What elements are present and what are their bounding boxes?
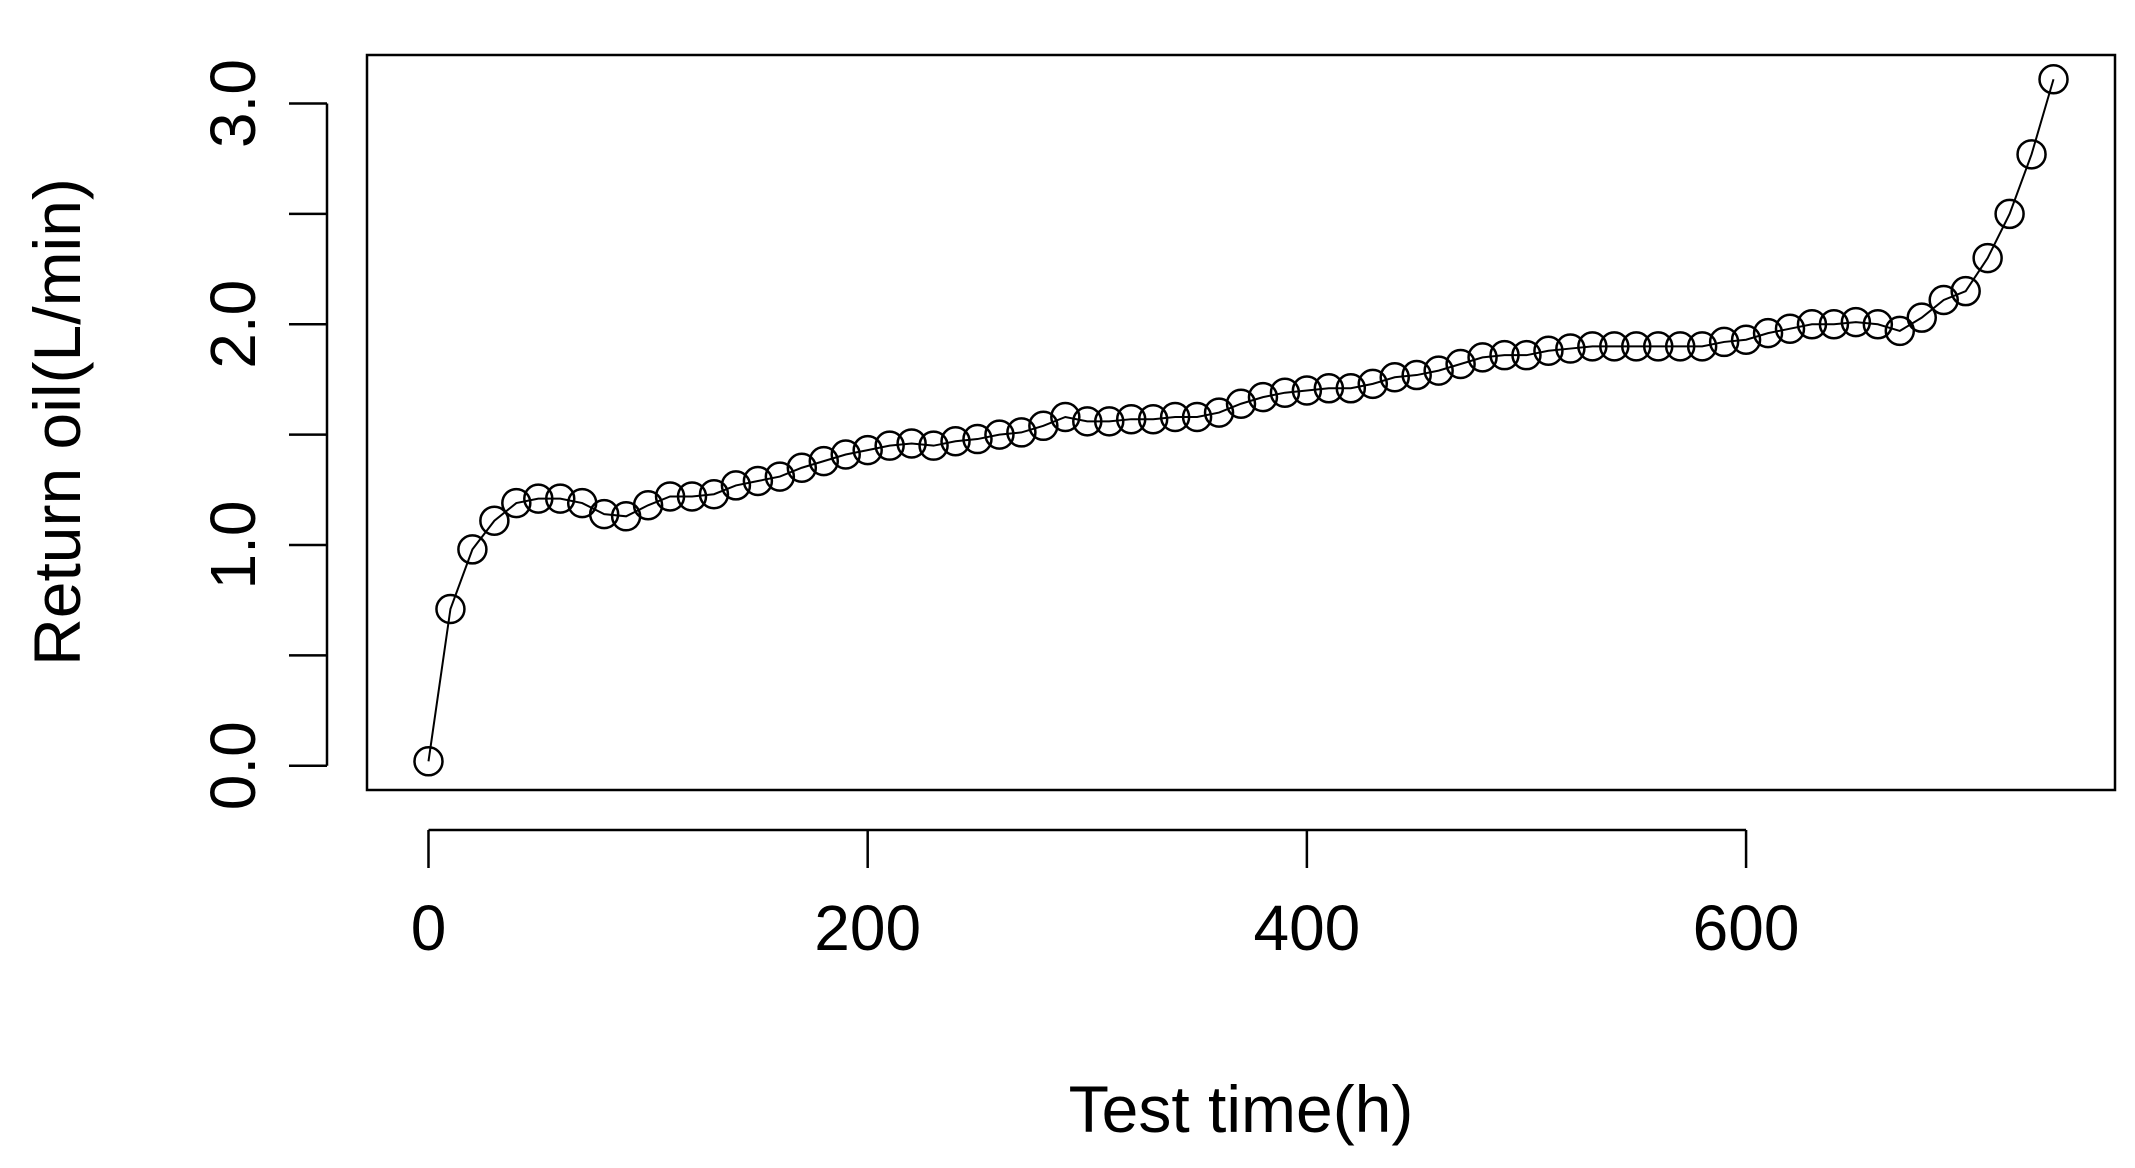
data-point bbox=[1840, 306, 1872, 338]
data-point bbox=[874, 430, 905, 461]
data-point bbox=[1686, 331, 1718, 362]
data-point bbox=[1994, 198, 2025, 230]
data-point bbox=[852, 434, 883, 466]
data-point bbox=[1137, 403, 1169, 435]
data-point bbox=[1072, 406, 1103, 437]
data-point bbox=[479, 505, 510, 536]
data-point bbox=[1028, 410, 1059, 442]
plot-frame bbox=[365, 53, 2117, 792]
data-point bbox=[808, 445, 840, 477]
data-point bbox=[1642, 331, 1674, 362]
x-tick-label: 400 bbox=[1253, 892, 1360, 964]
x-axis: 0 200 400 600 bbox=[411, 828, 1800, 964]
data-point bbox=[523, 483, 554, 514]
data-point bbox=[984, 419, 1015, 450]
data-point bbox=[2016, 139, 2047, 170]
data-point bbox=[1708, 326, 1740, 358]
x-tick-label: 200 bbox=[814, 892, 921, 964]
data-point bbox=[1159, 401, 1191, 433]
data-point bbox=[1203, 397, 1235, 428]
data-point bbox=[720, 470, 752, 501]
data-point bbox=[1664, 331, 1696, 362]
data-point bbox=[2038, 64, 2069, 95]
data-point bbox=[588, 498, 620, 530]
data-point bbox=[1577, 331, 1608, 362]
data-point bbox=[1884, 315, 1916, 347]
data-point bbox=[940, 426, 971, 457]
data-point bbox=[1906, 302, 1938, 333]
data-point bbox=[830, 439, 861, 470]
data-point bbox=[786, 452, 818, 483]
data-point bbox=[1291, 375, 1323, 406]
data-point bbox=[1379, 362, 1410, 393]
data-point bbox=[1467, 342, 1498, 373]
x-axis-title: Test time(h) bbox=[1069, 1072, 1414, 1146]
data-point bbox=[1489, 339, 1520, 371]
data-point bbox=[435, 593, 466, 625]
data-point bbox=[1533, 335, 1564, 367]
data-point bbox=[1006, 417, 1037, 448]
data-point bbox=[742, 465, 774, 497]
data-point bbox=[1247, 381, 1279, 413]
data-point bbox=[1511, 339, 1542, 371]
data-point bbox=[698, 478, 730, 510]
data-point bbox=[544, 483, 576, 514]
y-axis-title: Return oil(L/min) bbox=[20, 178, 94, 666]
data-point bbox=[962, 423, 993, 455]
series-points bbox=[413, 64, 2069, 777]
y-tick-label: 0.0 bbox=[197, 721, 269, 810]
data-point bbox=[1225, 388, 1257, 419]
data-point bbox=[1335, 373, 1367, 404]
data-point bbox=[1752, 317, 1784, 349]
series-line bbox=[427, 78, 2055, 762]
data-point bbox=[501, 487, 532, 519]
data-point bbox=[896, 428, 927, 459]
data-point bbox=[457, 534, 488, 565]
data-point bbox=[654, 481, 686, 512]
data-point bbox=[1862, 309, 1894, 340]
data-point bbox=[1423, 355, 1454, 386]
y-tick-label: 2.0 bbox=[197, 280, 269, 369]
y-tick-label: 3.0 bbox=[197, 59, 269, 148]
data-point bbox=[1972, 242, 2003, 274]
data-point bbox=[764, 461, 796, 492]
y-tick-label: 1.0 bbox=[197, 501, 269, 590]
data-point bbox=[1445, 348, 1476, 380]
data-point bbox=[1401, 359, 1432, 391]
data-point bbox=[1621, 331, 1652, 362]
data-point bbox=[1357, 368, 1389, 400]
data-point bbox=[1093, 406, 1125, 437]
data-point bbox=[1796, 309, 1828, 340]
data-point bbox=[1928, 284, 1959, 316]
data-point bbox=[1730, 324, 1762, 355]
data-point bbox=[676, 481, 708, 512]
data-point bbox=[1774, 313, 1806, 344]
data-point bbox=[1050, 401, 1081, 433]
y-axis: 0.0 1.0 2.0 3.0 bbox=[197, 59, 329, 810]
data-point bbox=[413, 746, 444, 777]
x-tick-label: 0 bbox=[411, 892, 447, 964]
data-point bbox=[1313, 373, 1345, 404]
data-point bbox=[918, 430, 949, 461]
series-polyline bbox=[427, 78, 2055, 762]
data-point bbox=[1950, 275, 1981, 307]
data-point bbox=[1115, 403, 1147, 435]
data-point bbox=[1599, 331, 1630, 362]
data-point bbox=[1818, 309, 1850, 340]
data-point bbox=[1555, 333, 1586, 364]
data-point bbox=[1181, 401, 1213, 433]
data-point bbox=[1269, 377, 1301, 408]
x-tick-label: 600 bbox=[1693, 892, 1800, 964]
data-point bbox=[632, 490, 664, 521]
